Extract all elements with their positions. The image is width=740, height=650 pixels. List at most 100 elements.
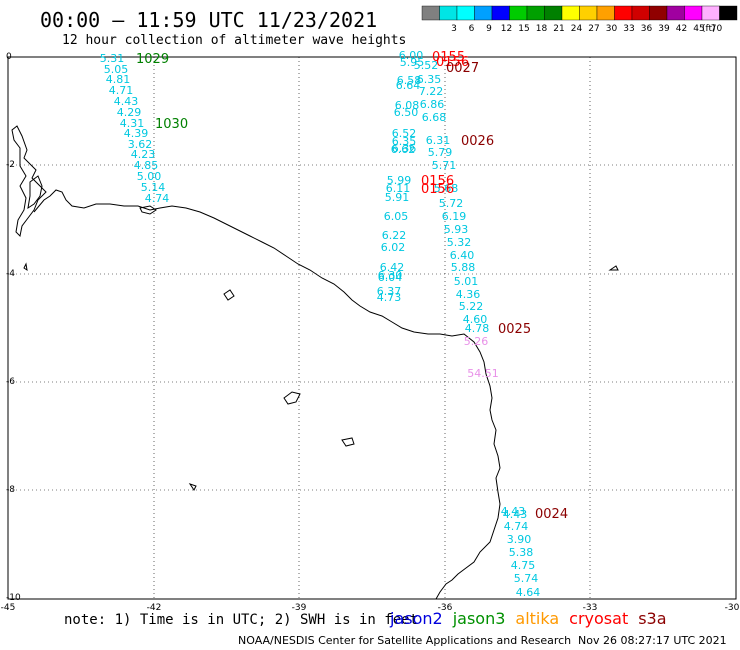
pass-time-label: 0155 bbox=[432, 50, 465, 65]
pass-time-label: 0026 bbox=[461, 134, 494, 149]
legend-label: 27 bbox=[588, 24, 599, 34]
wave-height-value: 5.52 bbox=[414, 59, 439, 72]
legend-label: 45 bbox=[693, 24, 704, 34]
wave-height-value: 6.00 bbox=[399, 49, 424, 62]
wave-height-value: 6.62 bbox=[391, 143, 416, 156]
wave-height-value: 6.08 bbox=[395, 99, 420, 112]
wave-height-value: 5.93 bbox=[444, 223, 469, 236]
wave-height-value: 6.11 bbox=[386, 182, 411, 195]
wave-height-value: 4.74 bbox=[145, 192, 170, 205]
wave-height-value: 6.40 bbox=[450, 249, 475, 262]
wave-height-value: 7.22 bbox=[419, 85, 444, 98]
legend-label: 33 bbox=[623, 24, 634, 34]
wave-height-value: 4.78 bbox=[465, 322, 490, 335]
satellite-legend: jason2 jason3 altika cryosat s3a bbox=[390, 609, 677, 628]
pass-time-label: 0156 bbox=[421, 174, 454, 189]
lat-tick-label: -8 bbox=[6, 485, 15, 495]
wave-height-value: 5.14 bbox=[141, 181, 166, 194]
lon-tick-label: -30 bbox=[725, 603, 740, 613]
satellite-jason2: jason2 bbox=[390, 609, 443, 628]
legend-label: 30 bbox=[606, 24, 618, 34]
lat-tick-label: -6 bbox=[6, 377, 15, 387]
wave-height-value: 6.42 bbox=[380, 261, 405, 274]
satellite-altika: altika bbox=[515, 609, 560, 628]
wave-height-value: 6.36 bbox=[392, 142, 417, 155]
wave-height-value: 6.22 bbox=[382, 229, 407, 242]
wave-height-value: 5.79 bbox=[428, 146, 453, 159]
legend-swatch bbox=[719, 5, 738, 21]
lat-tick-label: -2 bbox=[6, 160, 15, 170]
wave-height-value: 6.50 bbox=[394, 106, 419, 119]
legend-label: 39 bbox=[658, 24, 670, 34]
wave-height-value: 6.58 bbox=[397, 74, 422, 87]
wave-height-value: 5.91 bbox=[385, 191, 410, 204]
map-frame bbox=[7, 56, 737, 600]
wave-height-value: 6.19 bbox=[442, 210, 467, 223]
wave-height-value: 5.22 bbox=[459, 300, 484, 313]
wave-height-value: 3.90 bbox=[507, 533, 532, 546]
satellite-jason3: jason3 bbox=[452, 609, 506, 628]
wave-height-value: 4.75 bbox=[511, 559, 536, 572]
lon-tick-label: -42 bbox=[147, 603, 162, 613]
wave-height-value: 6.64 bbox=[396, 79, 421, 92]
satellite-cryosat: cryosat bbox=[569, 609, 629, 628]
track-c-high-observations: 5.26 54.51 bbox=[464, 335, 499, 380]
lat-tick-label: -4 bbox=[6, 269, 15, 279]
legend-unit: (ft) bbox=[702, 24, 716, 34]
pass-time-label: 1030 bbox=[155, 117, 188, 132]
credit-line: NOAA/NESDIS Center for Satellite Applica… bbox=[238, 634, 572, 647]
satellite-s3a: s3a bbox=[638, 609, 667, 628]
wave-height-value: 5.95 bbox=[400, 56, 425, 69]
wave-height-value: 5.38 bbox=[509, 546, 534, 559]
track-c-observations: 5.526.357.226.866.68 6.315.795.71 5.68 5.72… bbox=[414, 59, 490, 335]
wave-height-value: 5.26 bbox=[464, 335, 489, 348]
wave-height-value: 6.68 bbox=[422, 111, 447, 124]
footnote: note: 1) Time is in UTC; 2) SWH is in fe… bbox=[64, 612, 419, 628]
pass-time-label: 1029 bbox=[136, 52, 169, 67]
wave-height-value: 5.68 bbox=[434, 182, 459, 195]
lon-tick-label: -36 bbox=[438, 603, 453, 613]
wave-height-value: 5.31 bbox=[100, 52, 125, 65]
legend-label: 12 bbox=[501, 24, 512, 34]
legend-label: 42 bbox=[676, 24, 687, 34]
pass-time-label: 0156 bbox=[421, 182, 454, 197]
wave-height-value: 6.04 bbox=[378, 271, 403, 284]
wave-height-value: 4.71 bbox=[109, 84, 134, 97]
wave-height-value: 4.43 bbox=[501, 505, 526, 518]
wave-height-value: 6.30 bbox=[378, 269, 403, 282]
wave-height-value: 54.51 bbox=[467, 367, 499, 380]
wave-height-value: 4.81 bbox=[106, 73, 131, 86]
track-d-observations: 4.434.434.743.905.384.755.744.64 bbox=[501, 505, 541, 599]
map-subtitle: 12 hour collection of altimeter wave hei… bbox=[62, 33, 407, 48]
wave-height-value: 4.29 bbox=[117, 106, 142, 119]
legend-label: 24 bbox=[571, 24, 583, 34]
legend-swatches bbox=[421, 5, 738, 21]
track-a-observations: 5.315.054.814.714.434.294.314.393.624.23… bbox=[100, 52, 170, 205]
legend-label: 21 bbox=[553, 24, 564, 34]
wave-height-value: 6.35 bbox=[417, 73, 442, 86]
wave-height-value: 4.39 bbox=[124, 127, 149, 140]
wave-height-value: 4.36 bbox=[456, 288, 481, 301]
pass-time-label: 0025 bbox=[498, 322, 531, 337]
wave-height-value: 4.43 bbox=[114, 95, 139, 108]
legend-label: 18 bbox=[536, 24, 548, 34]
legend-label: 6 bbox=[469, 24, 475, 34]
wave-height-value: 5.74 bbox=[514, 572, 539, 585]
legend-label: 36 bbox=[641, 24, 653, 34]
coastline bbox=[11, 125, 619, 600]
pass-time-label: 0156 bbox=[436, 55, 469, 70]
wave-height-value: 4.60 bbox=[463, 313, 488, 326]
wave-height-value: 5.88 bbox=[451, 261, 476, 274]
legend-label: 15 bbox=[518, 24, 529, 34]
wave-height-value: 6.02 bbox=[381, 241, 406, 254]
wave-height-value: 5.00 bbox=[137, 170, 162, 183]
pass-time-label: 0027 bbox=[446, 61, 479, 76]
wave-height-value: 5.32 bbox=[447, 236, 472, 249]
lon-tick-label: -33 bbox=[583, 603, 598, 613]
wave-height-value: 4.31 bbox=[120, 117, 145, 130]
wave-height-value: 5.05 bbox=[104, 63, 129, 76]
wave-height-value: 4.23 bbox=[131, 148, 156, 161]
wave-height-value: 6.31 bbox=[426, 134, 451, 147]
wave-height-value: 6.37 bbox=[377, 285, 402, 298]
